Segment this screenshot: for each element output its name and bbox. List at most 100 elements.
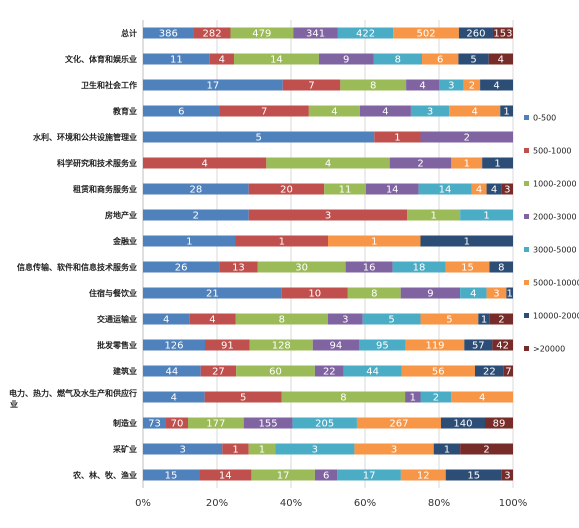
data-label: 6 bbox=[437, 55, 443, 66]
legend-label: 2000-3000 bbox=[533, 213, 577, 222]
bar-segment bbox=[489, 261, 513, 273]
bar-segment bbox=[193, 27, 231, 39]
data-label: 17 bbox=[363, 471, 376, 482]
bar-segment bbox=[482, 157, 513, 169]
bar-segment bbox=[406, 79, 439, 91]
data-label: 1 bbox=[503, 107, 509, 118]
category-labels: 总计文化、体育和娱乐业卫生和社会工作教育业水利、环境和公共设施管理业科学研究和技… bbox=[9, 28, 137, 480]
data-label: 17 bbox=[277, 471, 290, 482]
bar-segment bbox=[143, 443, 223, 455]
bar-segment bbox=[492, 27, 513, 39]
bar-segment bbox=[328, 235, 421, 247]
legend-swatch bbox=[524, 346, 529, 351]
data-label: 20 bbox=[280, 185, 293, 196]
data-label: 386 bbox=[159, 29, 178, 40]
data-label: 4 bbox=[419, 81, 425, 92]
data-label: 42 bbox=[496, 341, 509, 352]
data-label: 15 bbox=[165, 471, 178, 482]
data-label: 4 bbox=[201, 159, 207, 170]
data-label: 2 bbox=[433, 393, 439, 404]
x-tick-label: 80% bbox=[428, 498, 450, 509]
bar-segment bbox=[282, 79, 341, 91]
bar-segment bbox=[248, 209, 408, 221]
bar-segment bbox=[204, 391, 282, 403]
data-label: 94 bbox=[330, 341, 343, 352]
category-label: 文化、体育和娱乐业 bbox=[65, 54, 137, 64]
data-label: 267 bbox=[389, 419, 408, 430]
data-label: 9 bbox=[427, 289, 433, 300]
data-label: 3 bbox=[493, 289, 499, 300]
bar-segment bbox=[478, 313, 490, 325]
bar-segment bbox=[236, 365, 315, 377]
data-label: 5 bbox=[255, 133, 261, 144]
bar-segment bbox=[374, 131, 421, 143]
data-label: 1 bbox=[481, 315, 487, 326]
bar-segment bbox=[503, 365, 513, 377]
bar-segment bbox=[248, 443, 276, 455]
bar-segment bbox=[373, 53, 423, 65]
bar-segment bbox=[500, 105, 513, 117]
bar-segment bbox=[200, 365, 237, 377]
data-label: 140 bbox=[453, 419, 472, 430]
bar-segment bbox=[392, 261, 446, 273]
bar-segment bbox=[501, 469, 513, 481]
data-label: 4 bbox=[479, 393, 485, 404]
bar-segment bbox=[337, 27, 394, 39]
data-label: 4 bbox=[171, 393, 177, 404]
bar-segment bbox=[143, 235, 236, 247]
bar-segment bbox=[458, 53, 489, 65]
data-label: 1 bbox=[444, 445, 450, 456]
bar-segment bbox=[489, 313, 513, 325]
data-label: 5 bbox=[446, 315, 452, 326]
data-label: 3 bbox=[504, 185, 510, 196]
category-label: 批发零售业 bbox=[97, 340, 137, 350]
category-label: 卫生和社会工作 bbox=[81, 80, 137, 90]
bar-segment bbox=[345, 261, 393, 273]
category-label: 租赁和商务服务业 bbox=[73, 184, 137, 194]
data-label: 16 bbox=[363, 263, 376, 274]
x-tick-label: 20% bbox=[206, 498, 228, 509]
bar-segment bbox=[486, 183, 502, 195]
data-label: 5 bbox=[388, 315, 394, 326]
bar-segment bbox=[354, 443, 434, 455]
bar-segment bbox=[249, 339, 313, 351]
legend: 0-500 500-1000 1000-2000 2000-3000 3000-5000… bbox=[524, 114, 579, 354]
data-label: 1 bbox=[464, 159, 470, 170]
category-label: 金融业 bbox=[112, 236, 137, 246]
bar-segment bbox=[463, 79, 481, 91]
bar-segment bbox=[501, 183, 513, 195]
data-label: 155 bbox=[259, 419, 278, 430]
bar-segment bbox=[474, 365, 504, 377]
data-label: 126 bbox=[164, 341, 183, 352]
data-label: 15 bbox=[461, 263, 474, 274]
data-label: 2 bbox=[483, 445, 489, 456]
bar-segment bbox=[451, 391, 513, 403]
data-label: 91 bbox=[221, 341, 234, 352]
bar-segment bbox=[143, 183, 249, 195]
bar-segment bbox=[251, 469, 315, 481]
bar-segment bbox=[440, 417, 485, 429]
bar-segment bbox=[356, 417, 441, 429]
x-tick-label: 100% bbox=[499, 498, 528, 509]
data-label: 6 bbox=[178, 107, 184, 118]
data-label: 4 bbox=[382, 107, 388, 118]
bar-segment bbox=[222, 443, 249, 455]
bar-segment bbox=[143, 157, 267, 169]
data-label: 22 bbox=[483, 367, 496, 378]
bar-segment bbox=[143, 131, 375, 143]
bar-segment bbox=[143, 365, 201, 377]
bar-segment bbox=[337, 469, 401, 481]
bar-segment bbox=[460, 287, 487, 299]
data-label: 2 bbox=[498, 315, 504, 326]
bar-segment bbox=[458, 27, 493, 39]
data-label: 1 bbox=[507, 289, 513, 300]
bar-segment bbox=[143, 417, 166, 429]
data-label: 1 bbox=[494, 159, 500, 170]
bar-segment bbox=[281, 287, 348, 299]
bar-segment bbox=[449, 105, 501, 117]
data-label: 6 bbox=[323, 471, 329, 482]
bar-segment bbox=[471, 183, 487, 195]
bar-segment bbox=[243, 417, 293, 429]
bar-segment bbox=[420, 391, 452, 403]
